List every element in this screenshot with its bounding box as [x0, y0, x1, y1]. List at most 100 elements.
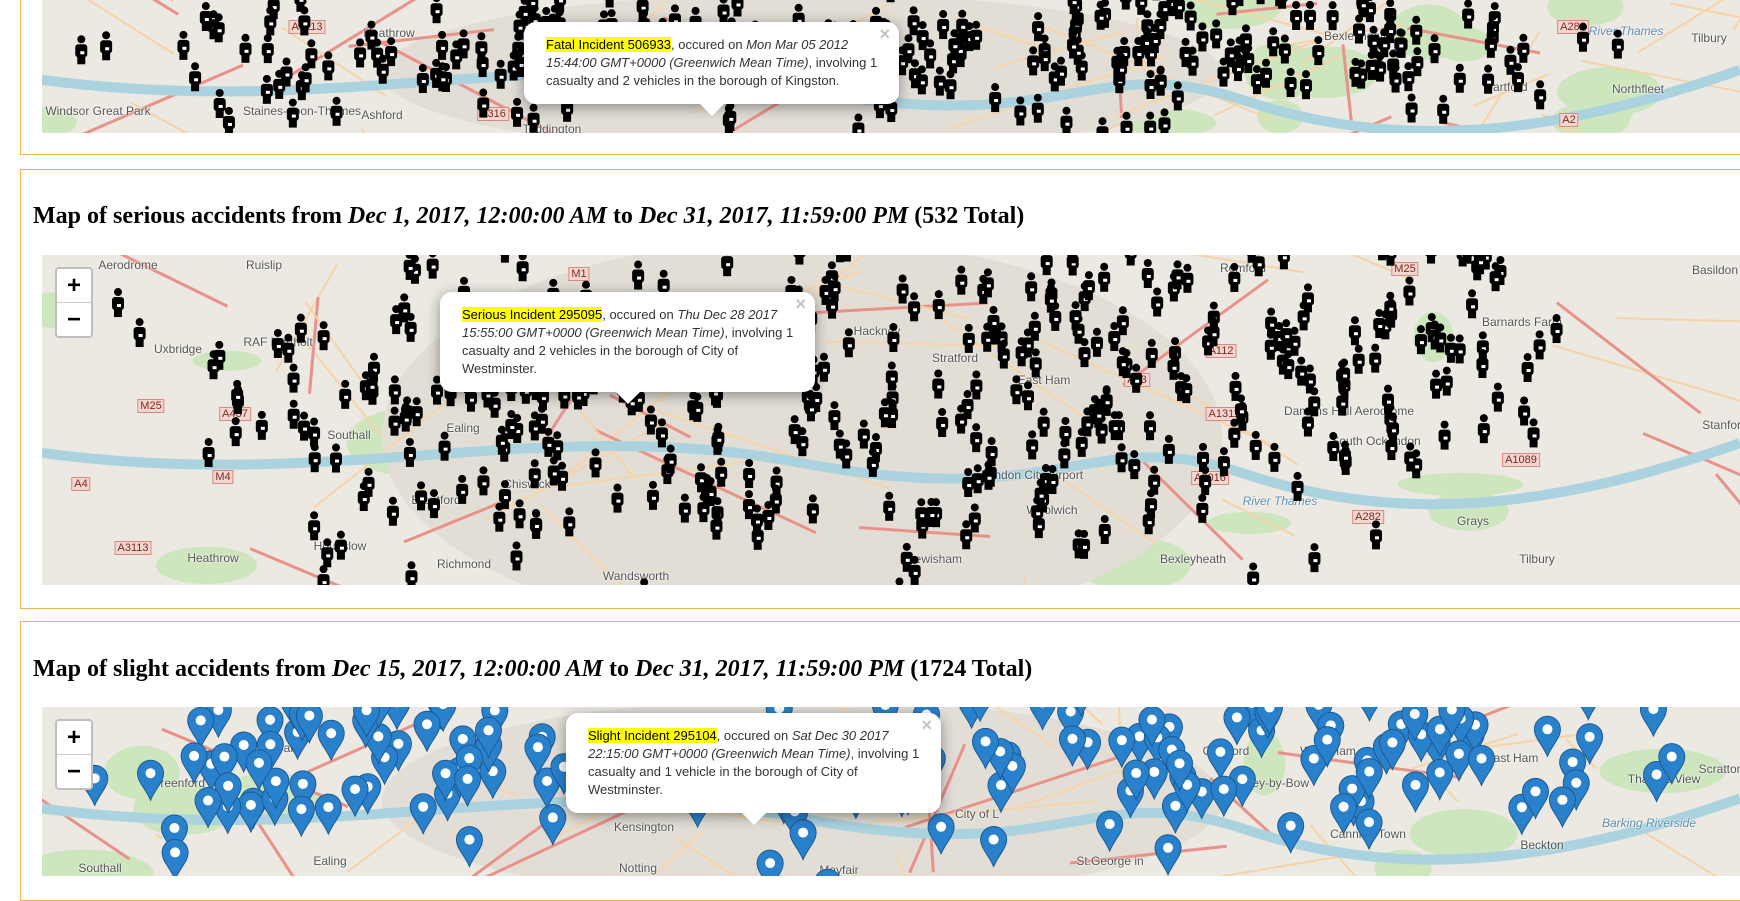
casualty-icon: [262, 34, 274, 63]
casualty-icon: [411, 397, 423, 426]
icon-head: [300, 6, 308, 14]
icon-badge: [1063, 455, 1067, 458]
casualty-icon: [807, 494, 819, 523]
icon-legs: [1275, 0, 1283, 6]
icon-head: [1536, 330, 1544, 338]
icon-body: [1415, 334, 1427, 347]
icon-head: [1040, 408, 1048, 416]
casualty-icon: [404, 438, 416, 467]
pin-dot: [169, 823, 179, 833]
icon-head: [368, 370, 376, 378]
pin-dot: [304, 711, 314, 721]
casualty-icon: [288, 364, 300, 393]
icon-head: [1406, 442, 1414, 450]
popup-close[interactable]: ×: [795, 295, 806, 313]
icon-badge: [1122, 363, 1126, 366]
pin-body: [238, 792, 264, 832]
icon-badge: [1247, 60, 1251, 63]
icon-body: [1577, 32, 1589, 45]
icon-badge: [953, 45, 957, 48]
casualty-icon: [1027, 46, 1039, 75]
icon-legs: [1492, 283, 1500, 291]
icon-badge: [1177, 276, 1181, 279]
casualty-icon: [1437, 95, 1449, 124]
pin-dot: [936, 822, 946, 832]
icon-head: [389, 497, 397, 505]
icon-body: [505, 419, 517, 432]
icon-head: [745, 459, 753, 467]
icon-legs: [114, 309, 122, 317]
casualty-icon: [715, 458, 727, 487]
icon-body: [477, 475, 489, 488]
casualty-icon: [387, 497, 399, 526]
icon-body: [510, 550, 522, 563]
icon-body: [1250, 440, 1262, 453]
icon-badge: [1533, 434, 1537, 437]
icon-body: [1109, 420, 1121, 433]
zoom-in[interactable]: +: [57, 269, 91, 302]
zoom-out[interactable]: −: [57, 754, 91, 788]
icon-badge: [715, 527, 719, 530]
icon-badge: [556, 447, 560, 450]
location-pin: [981, 827, 1007, 867]
casualty-icon: [731, 0, 743, 16]
icon-legs: [532, 530, 540, 538]
icon-legs: [1441, 442, 1449, 450]
icon-badge: [921, 81, 925, 84]
icon-head: [1536, 80, 1544, 88]
pin-dot: [1286, 821, 1296, 831]
icon-badge: [1265, 75, 1269, 78]
icon-legs: [888, 383, 896, 391]
icon-badge: [395, 321, 399, 324]
icon-badge: [1192, 63, 1196, 66]
icon-body: [1022, 390, 1034, 403]
casualty-icon: [1032, 94, 1044, 123]
casualty-icon: [189, 62, 201, 91]
pin-dot: [146, 768, 156, 778]
icon-legs: [556, 4, 564, 12]
icon-head: [1153, 287, 1161, 295]
icon-body: [960, 529, 972, 542]
popup-tip: [742, 813, 766, 825]
popup-close[interactable]: ×: [879, 25, 890, 43]
icon-legs: [1081, 303, 1089, 311]
icon-head: [290, 364, 298, 372]
popup-close[interactable]: ×: [921, 716, 932, 734]
icon-body: [1454, 343, 1466, 356]
pin-dot: [189, 751, 199, 761]
icon-head: [1150, 466, 1158, 474]
icon-body: [715, 467, 727, 480]
casualty-icon: [1430, 370, 1442, 399]
icon-legs: [842, 460, 850, 468]
zoom-in[interactable]: +: [57, 721, 91, 754]
icon-badge: [1086, 423, 1090, 426]
icon-legs: [438, 83, 446, 91]
zoom-out[interactable]: −: [57, 302, 91, 336]
pin-dot: [542, 776, 552, 786]
icon-legs: [324, 72, 332, 80]
icon-badge: [1523, 412, 1527, 415]
icon-badge: [344, 396, 348, 399]
icon-badge: [278, 86, 282, 89]
icon-legs: [1530, 439, 1538, 447]
icon-badge: [1390, 447, 1394, 450]
casualty-icon: [1353, 15, 1365, 44]
pin-dot: [1364, 767, 1374, 777]
icon-badge: [810, 408, 814, 411]
icon-legs: [1110, 343, 1118, 351]
casualty-icon: [563, 507, 575, 536]
icon-legs: [497, 81, 505, 89]
icon-head: [1147, 70, 1155, 78]
icon-legs: [522, 396, 530, 404]
casualty-icon: [1304, 1, 1316, 30]
icon-badge: [534, 475, 538, 478]
icon-head: [1370, 26, 1378, 34]
icon-body: [282, 343, 294, 356]
pin-dot: [1571, 778, 1581, 788]
icon-head: [1027, 272, 1035, 280]
icon-body: [1339, 450, 1351, 463]
pin-dot: [1134, 731, 1144, 741]
